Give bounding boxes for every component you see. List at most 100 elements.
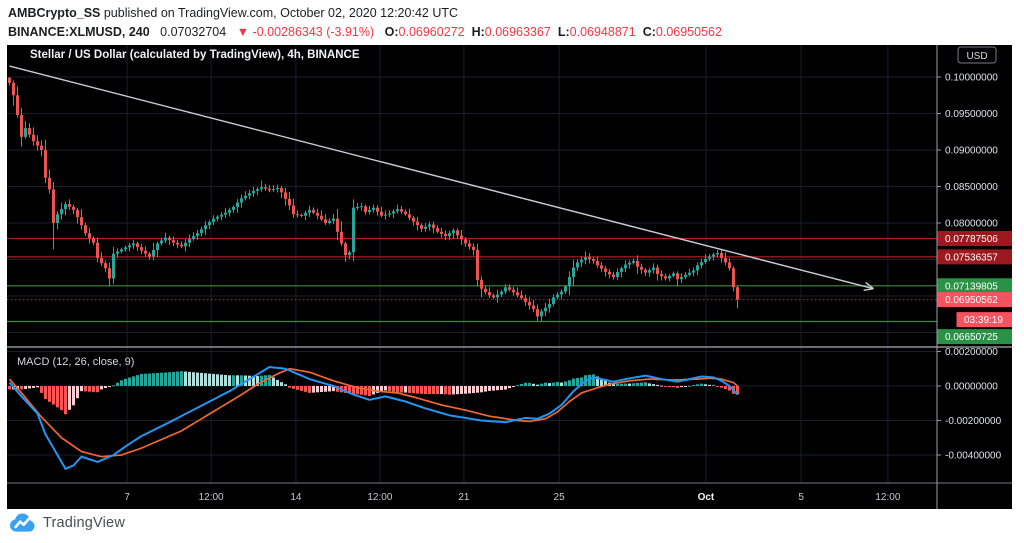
currency-button-label: USD [966,51,987,62]
attribution-user: AMBCrypto_SS [8,6,101,20]
macd-histogram-bar [216,374,219,386]
time-axis-label: Oct [698,492,715,503]
chart-legend-title[interactable]: Stellar / US Dollar (calculated by Tradi… [30,49,360,61]
time-axis-label: 25 [554,492,566,503]
macd-histogram-bar [256,375,259,386]
current-price-label-text: 0.06950562 [945,295,998,306]
bar-countdown-label [956,312,1012,328]
macd-histogram-bar [128,377,131,386]
time-axis[interactable]: 7 12:00 14 12:00 21 25 Oct 5 12:00 [124,492,901,503]
macd-histogram-bar [348,386,351,394]
macd-signal-line [8,367,739,458]
time-axis-label: 12:00 [367,492,392,503]
macd-histogram-bar [568,380,571,386]
macd-histogram-bar [596,376,599,386]
macd-histogram-bar [560,382,563,386]
macd-histogram-bar [332,386,335,392]
macd-histogram-bar [204,373,207,386]
pane-borders [7,45,1012,509]
macd-histogram-bar [544,382,547,386]
currency-toggle-button[interactable]: USD [957,46,997,64]
macd-histogram-bar [368,386,371,397]
axis-label: 0.00000000 [945,382,998,393]
macd-histogram-bar [680,386,683,388]
macd-histogram-bar [188,371,191,386]
axis-label: -0.00200000 [945,416,1002,427]
macd-histogram-bar [400,386,403,393]
macd-histogram-bar [280,382,283,386]
macd-histogram-bar [412,386,415,394]
macd-histogram-bar [552,382,555,386]
macd-histogram-bar [696,384,699,386]
macd-histogram-bar [472,386,475,394]
macd-histogram-bar [232,375,235,386]
ohlc-values: O:0.06960272 H:0.06963367 L:0.06948871 C:0.… [378,25,722,39]
macd-histogram-bar [712,384,715,386]
time-axis-label: 5 [798,492,804,503]
macd-histogram-bar [404,386,407,393]
macd-histogram-bar [456,386,459,395]
macd-histogram-bar [88,386,91,392]
macd-histogram-bar [120,380,123,386]
macd-histogram-bar [440,386,443,395]
chart-area[interactable]: 0.10000000 0.09500000 0.09000000 0.08500000… [7,45,1012,509]
macd-histogram-bar [336,386,339,392]
macd-histogram-bar [688,385,691,387]
macd-histogram-bar [364,386,367,396]
macd-histogram-bar [224,374,227,386]
macd-histogram-bar [540,383,543,386]
attribution-rest: published on TradingView.com, October 02… [100,6,459,20]
descending-trendline[interactable] [9,65,874,292]
macd-histogram-bar [704,384,707,386]
macd-histogram-bar [672,386,675,388]
macd-histogram-bar [520,383,523,386]
macd-histogram-bar [72,386,75,406]
macd-histogram-bar [84,386,87,392]
macd-histogram-bar [648,383,651,386]
axis-label: 0.08500000 [945,182,998,193]
macd-histogram-bar [464,386,467,394]
macd-histogram-bar [164,372,167,386]
price-change: ▼ -0.00286343 (-3.91%) [236,25,375,39]
macd-histogram-bar [564,381,567,386]
axis-label: -0.00400000 [945,451,1002,462]
macd-histogram-bar [492,386,495,391]
macd-histogram-bar [300,386,303,391]
time-axis-label: 14 [290,492,302,503]
ohlc-key: H: [471,25,485,39]
last-price: 0.07032704 [160,25,227,39]
macd-histogram-bar [112,385,115,387]
macd-histogram-bar [484,386,487,392]
tradingview-logo-icon [10,513,35,532]
macd-histogram-bar [260,375,263,386]
tradingview-logo-text: TradingView [43,515,125,531]
macd-histogram-bar [272,377,275,386]
macd-histogram-bar [284,384,287,386]
macd-histogram-bar [228,375,231,386]
price-axis[interactable]: 0.10000000 0.09500000 0.09000000 0.08500000… [937,73,1012,462]
macd-histogram-bar [628,383,631,386]
macd-histogram-bar [652,384,655,386]
macd-histogram-bar [104,386,107,389]
macd-histogram-bar [488,386,491,391]
macd-histogram-bar [416,386,419,394]
macd-histogram-bar [476,386,479,393]
macd-histogram-bar [312,386,315,393]
macd-histogram-bar [108,386,111,387]
macd-histogram-bar [644,382,647,386]
macd-histogram-bar [536,384,539,386]
macd-histogram-bar [208,373,211,386]
tradingview-attribution[interactable]: TradingView [9,511,125,535]
macd-histogram-bar [480,386,483,393]
macd-histogram-bar [708,384,711,386]
macd-indicator-label[interactable]: MACD (12, 26, close, 9) [17,356,135,368]
macd-histogram-bar [192,372,195,386]
macd-histogram-bar [640,382,643,386]
macd-histogram-bar [40,386,43,393]
macd-histogram-bar [500,386,503,390]
level-price-label [937,329,1012,345]
level-price-label [937,231,1012,247]
macd-histogram-bar [660,385,663,387]
current-price-label [937,292,1012,308]
price-chart-canvas[interactable]: 0.10000000 0.09500000 0.09000000 0.08500000… [7,45,1012,509]
